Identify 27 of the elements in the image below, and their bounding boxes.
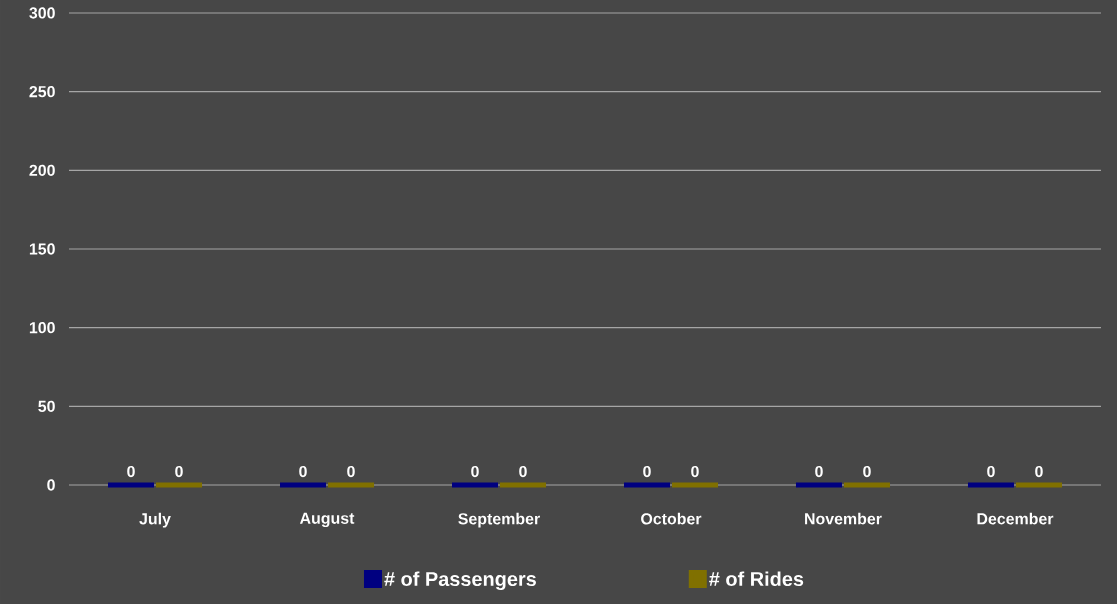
x-tick-label: July bbox=[139, 512, 171, 528]
data-label: 0 bbox=[299, 465, 307, 478]
y-tick-label: 150 bbox=[29, 243, 55, 255]
legend-label: # of Passengers bbox=[384, 571, 536, 591]
x-tick-label: September bbox=[458, 512, 540, 528]
data-label: 0 bbox=[643, 465, 651, 478]
legend-label: # of Rides bbox=[709, 571, 804, 587]
y-tick-label: 200 bbox=[29, 164, 55, 176]
data-label: 0 bbox=[815, 465, 823, 478]
x-tick-label: November bbox=[805, 512, 882, 525]
y-tick-label: 300 bbox=[29, 7, 55, 19]
y-tick-label: 50 bbox=[38, 400, 55, 412]
data-label: 0 bbox=[471, 465, 479, 478]
data-label: 0 bbox=[691, 465, 699, 478]
data-label: 0 bbox=[519, 465, 527, 478]
data-label: 0 bbox=[1035, 465, 1043, 478]
data-label: 0 bbox=[987, 465, 995, 478]
data-label: 0 bbox=[347, 465, 355, 478]
data-label: 0 bbox=[127, 465, 135, 478]
x-tick-label: December bbox=[977, 512, 1054, 525]
data-label: 0 bbox=[175, 465, 183, 478]
y-tick-label: 250 bbox=[29, 86, 55, 98]
x-tick-label: October bbox=[641, 512, 702, 525]
x-tick-label: August bbox=[299, 512, 355, 528]
data-label: 0 bbox=[863, 465, 871, 478]
y-tick-label: 0 bbox=[47, 479, 55, 491]
y-tick-label: 100 bbox=[29, 322, 55, 334]
